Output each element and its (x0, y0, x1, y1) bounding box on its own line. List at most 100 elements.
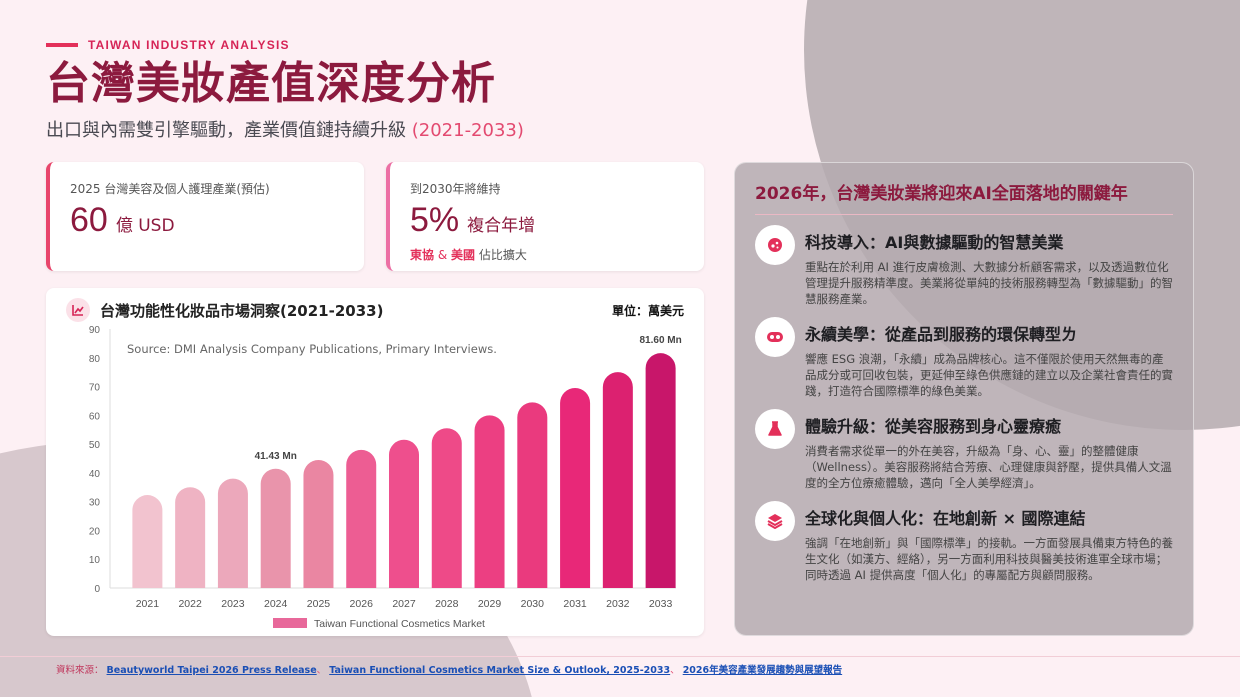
subtitle-years: (2021-2033) (411, 120, 524, 141)
y-tick-label: 70 (89, 383, 101, 394)
bar-2024 (260, 468, 291, 588)
point-text: 響應 ESG 浪潮，「永續」成為品牌核心。這不僅限於使用天然無毒的產品成分或可回… (805, 352, 1173, 398)
bar-2028 (431, 428, 462, 588)
insight-point-sustainability: 永續美學：從產品到服務的環保轉型ㄌ 響應 ESG 浪潮，「永續」成為品牌核心。這… (755, 317, 1173, 399)
footer-sources: 資料來源： Beautyworld Taipei 2026 Press Rele… (0, 656, 1240, 697)
x-tick-label: 2024 (264, 598, 288, 610)
y-tick-label: 90 (89, 325, 101, 336)
point-title: 體驗升級：從美容服務到身心靈療癒 (805, 417, 1062, 436)
point-body: 體驗升級：從美容服務到身心靈療癒 消費者需求從單一的外在美容，升級為「身、心、靈… (805, 413, 1173, 491)
title-rest: 產值深度分析 (226, 58, 496, 109)
kpi-note-amp: & (434, 248, 452, 262)
kpi-unit: 億 USD (115, 216, 175, 236)
bar-2031 (560, 387, 591, 588)
y-tick-label: 80 (89, 354, 101, 365)
chart-source: Source: DMI Analysis Company Publication… (127, 342, 497, 356)
bar-2032 (602, 372, 633, 588)
y-tick-label: 30 (89, 498, 101, 509)
layers-icon (755, 501, 795, 541)
legend-swatch (273, 618, 307, 628)
source-link-market-outlook[interactable]: Taiwan Functional Cosmetics Market Size … (329, 665, 671, 676)
y-tick-label: 0 (94, 584, 100, 595)
y-tick-label: 60 (89, 411, 101, 422)
point-text: 重點在於利用 AI 進行皮膚檢測、大數據分析顧客需求，以及透過數位化管理提升服務… (805, 260, 1173, 306)
x-tick-label: 2028 (435, 598, 459, 610)
separator: 、 (316, 665, 327, 676)
kpi-note-asean: 東協 (410, 248, 435, 262)
title-bold: 台灣美妝 (46, 58, 226, 109)
flask-icon (755, 409, 795, 449)
kpi-value-row: 5% 複合年增 (410, 201, 684, 240)
kpi-note: 東協 & 美國 佔比擴大 (410, 246, 684, 263)
kpi-note-usa: 美國 (451, 248, 476, 262)
eyebrow: TAIWAN INDUSTRY ANALYSIS (46, 38, 746, 52)
bar-2033 (645, 353, 676, 588)
bar-annotation: 41.43 Mn (255, 451, 297, 462)
source-link-trend-report[interactable]: 2026年美容產業發展趨勢與展望報告 (682, 665, 843, 676)
insight-point-tech: 科技導入：AI與數據驅動的智慧美業 重點在於利用 AI 進行皮膚檢測、大數據分析… (755, 225, 1173, 307)
bar-2021 (132, 495, 163, 588)
bar-2029 (474, 415, 505, 588)
x-tick-label: 2033 (649, 598, 673, 610)
page-title: 台灣美妝產值深度分析 (46, 58, 746, 110)
x-tick-label: 2021 (136, 598, 160, 610)
x-tick-label: 2029 (478, 598, 502, 610)
point-text: 強調「在地創新」與「國際標準」的接軌。一方面發展具備東方特色的養生文化（如漢方、… (805, 536, 1173, 582)
kpi-value: 5% (410, 201, 460, 239)
kpi-card-market-size: 2025 台灣美容及個人護理產業(預估) 60 億 USD (46, 162, 364, 271)
chart-title: 台灣功能性化妝品市場洞察(2021-2033) (100, 301, 384, 320)
bar-2023 (217, 478, 248, 588)
insight-title: 2026年，台灣美妝業將迎來AI全面落地的關鍵年 (755, 179, 1173, 215)
x-tick-label: 2027 (392, 598, 416, 610)
x-tick-label: 2032 (606, 598, 630, 610)
brain-icon (755, 225, 795, 265)
separator: 、 (670, 665, 680, 676)
subtitle-text: 出口與內需雙引擎驅動，產業價值鏈持續升級 (46, 120, 412, 141)
eyebrow-text: TAIWAN INDUSTRY ANALYSIS (88, 38, 290, 52)
legend-label: Taiwan Functional Cosmetics Market (314, 618, 485, 630)
chart-unit: 單位：萬美元 (611, 303, 684, 318)
point-body: 全球化與個人化：在地創新 × 國際連結 強調「在地創新」與「國際標準」的接軌。一… (805, 505, 1173, 583)
chart-header: 台灣功能性化妝品市場洞察(2021-2033) 單位：萬美元 (66, 298, 684, 322)
x-tick-label: 2030 (521, 598, 545, 610)
x-tick-label: 2025 (307, 598, 331, 610)
bar-annotation: 81.60 Mn (639, 335, 681, 346)
chart-card: 0 10 20 30 40 50 60 70 80 90 Source: DMI Analysis … (46, 288, 704, 636)
line-chart-icon (66, 298, 90, 322)
kpi-value-row: 60 億 USD (70, 201, 344, 240)
point-text: 消費者需求從單一的外在美容，升級為「身、心、靈」的整體健康（Wellness）。… (805, 444, 1172, 490)
point-title: 全球化與個人化：在地創新 × 國際連結 (805, 509, 1086, 528)
insight-point-globalization: 全球化與個人化：在地創新 × 國際連結 強調「在地創新」與「國際標準」的接軌。一… (755, 501, 1173, 583)
bar-2030 (517, 402, 548, 588)
kpi-label: 到2030年將維持 (410, 182, 501, 196)
y-tick-label: 50 (89, 440, 101, 451)
x-tick-label: 2031 (563, 598, 587, 610)
footer-label: 資料來源： (56, 665, 104, 676)
point-title: 永續美學：從產品到服務的環保轉型ㄌ (805, 325, 1078, 344)
point-body: 永續美學：從產品到服務的環保轉型ㄌ 響應 ESG 浪潮，「永續」成為品牌核心。這… (805, 321, 1173, 399)
page-header: TAIWAN INDUSTRY ANALYSIS 台灣美妝產值深度分析 出口與內… (46, 38, 746, 142)
kpi-value: 60 (70, 201, 108, 239)
bar-2022 (175, 487, 206, 588)
bar-2027 (389, 439, 419, 588)
y-tick-label: 40 (89, 469, 101, 480)
y-tick-label: 10 (89, 555, 101, 566)
bar-2026 (346, 449, 377, 588)
x-tick-label: 2022 (178, 598, 202, 610)
y-tick-label: 20 (89, 526, 101, 537)
insight-point-experience: 體驗升級：從美容服務到身心靈療癒 消費者需求從單一的外在美容，升級為「身、心、靈… (755, 409, 1173, 491)
source-link-beautyworld[interactable]: Beautyworld Taipei 2026 Press Release (106, 665, 317, 676)
x-tick-label: 2026 (350, 598, 374, 610)
point-title: 科技導入：AI與數據驅動的智慧美業 (805, 233, 1064, 252)
eyebrow-accent-bar (46, 43, 78, 47)
bar-2025 (303, 459, 334, 588)
page-subtitle: 出口與內需雙引擎驅動，產業價值鏈持續升級 (2021-2033) (46, 116, 746, 142)
kpi-unit: 複合年增 (467, 216, 536, 236)
point-body: 科技導入：AI與數據驅動的智慧美業 重點在於利用 AI 進行皮膚檢測、大數據分析… (805, 229, 1173, 307)
x-tick-label: 2023 (221, 598, 245, 610)
kpi-card-cagr: 到2030年將維持 5% 複合年增 東協 & 美國 佔比擴大 (386, 162, 704, 271)
kpi-note-rest: 佔比擴大 (475, 248, 527, 262)
kpi-label: 2025 台灣美容及個人護理產業(預估) (70, 182, 270, 196)
insight-panel: 2026年，台灣美妝業將迎來AI全面落地的關鍵年 科技導入：AI與數據驅動的智慧… (734, 162, 1194, 636)
